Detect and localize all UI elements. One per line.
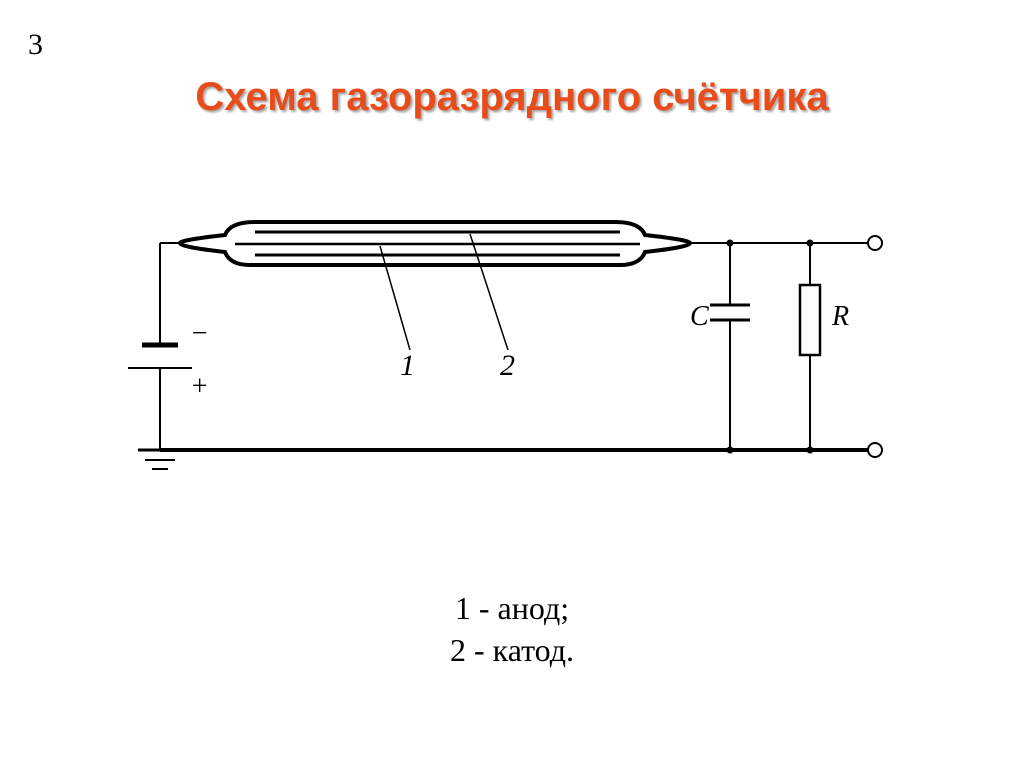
- plus-label: +: [190, 371, 209, 402]
- minus-label: −: [190, 318, 209, 349]
- circuit-diagram: − + C R: [120, 190, 900, 550]
- ref-2-label: 2: [500, 349, 515, 382]
- page-title: Схема газоразрядного счётчика: [0, 75, 1024, 120]
- legend: 1 - анод; 2 - катод.: [0, 588, 1024, 671]
- legend-line-1: 1 - анод;: [0, 588, 1024, 630]
- page-number: 3: [28, 28, 43, 62]
- resistor-label: R: [831, 301, 849, 332]
- ref-1-label: 1: [400, 349, 415, 382]
- legend-line-2: 2 - катод.: [0, 630, 1024, 672]
- capacitor-label: C: [690, 301, 709, 332]
